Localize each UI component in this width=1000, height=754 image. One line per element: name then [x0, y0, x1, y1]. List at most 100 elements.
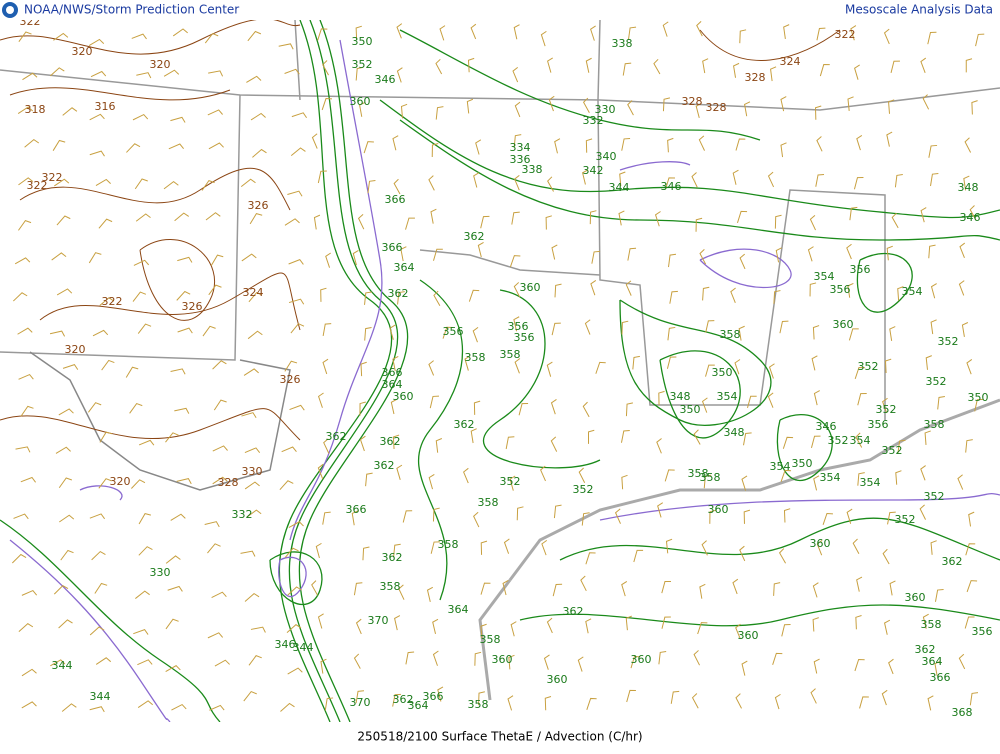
wind-barb	[812, 582, 819, 598]
wind-barb	[512, 66, 519, 83]
wind-barb	[393, 543, 401, 558]
wind-barb	[177, 256, 193, 263]
contour-label: 364	[448, 603, 469, 616]
wind-barb	[321, 98, 333, 111]
contour-label: 346	[661, 180, 682, 193]
wind-barb	[355, 690, 365, 704]
wind-barb	[176, 478, 192, 485]
wind-barb	[709, 509, 716, 524]
contour-label: 344	[609, 181, 630, 194]
wind-barb	[856, 576, 863, 592]
wind-barb	[665, 538, 673, 554]
wind-barb	[545, 215, 552, 230]
wind-barb	[428, 360, 435, 376]
contour-label: 340	[596, 150, 617, 163]
wind-barb	[138, 439, 155, 446]
wind-barb	[513, 282, 521, 298]
wind-barb	[705, 320, 715, 333]
wind-barb	[209, 704, 225, 711]
wind-barb	[552, 583, 563, 597]
contour-label: 324	[243, 286, 264, 299]
wind-barb	[705, 364, 715, 377]
wind-barb	[627, 247, 637, 261]
wind-barb	[362, 546, 370, 561]
wind-barb	[252, 148, 267, 158]
wind-barb	[17, 106, 34, 114]
wind-barb	[550, 436, 558, 452]
wind-barb	[322, 60, 329, 76]
wind-barb	[208, 142, 224, 150]
wind-barb	[49, 330, 66, 337]
wind-barb	[554, 283, 562, 298]
footer-bar	[0, 722, 1000, 750]
contour-label: 356	[972, 625, 993, 638]
header-left: NOAA/NWS/Storm Prediction Center	[24, 3, 239, 17]
wind-barb	[475, 139, 482, 155]
wind-barb	[353, 582, 363, 596]
wind-barb	[773, 582, 781, 596]
wind-barb	[778, 548, 787, 564]
wind-barb	[279, 480, 294, 491]
wind-barb	[89, 150, 105, 157]
wind-barb	[546, 617, 553, 634]
contour-label: 358	[380, 580, 401, 593]
wind-barb	[627, 26, 637, 40]
wind-barb	[772, 652, 783, 665]
wind-barb	[502, 579, 509, 596]
contour-label: 338	[522, 163, 543, 176]
wind-barb	[813, 658, 820, 674]
wind-barb	[809, 214, 817, 231]
wind-barb	[702, 58, 709, 74]
wind-barb	[889, 580, 896, 596]
wind-barb	[280, 702, 295, 712]
border	[0, 69, 1000, 111]
contour-label: 360	[833, 318, 854, 331]
contour-label: 344	[90, 690, 111, 703]
wind-barb	[581, 512, 590, 526]
wind-barb	[351, 510, 358, 526]
wind-barb	[281, 446, 297, 453]
contour-label: 352	[573, 483, 594, 496]
contour-label: 328	[706, 101, 727, 114]
wind-barb	[284, 68, 300, 75]
contour-label: 370	[350, 696, 371, 709]
wind-barb	[846, 243, 852, 260]
wind-barb	[698, 135, 705, 151]
wind-barb	[883, 619, 891, 635]
contour-label: 354	[820, 471, 841, 484]
contour-label: 352	[882, 444, 903, 457]
wind-barb	[95, 178, 111, 187]
wind-barb	[212, 476, 228, 485]
wind-barb	[622, 62, 632, 76]
wind-barb	[311, 133, 318, 149]
contour-label: 318	[25, 103, 46, 116]
wind-barb	[514, 358, 521, 374]
wind-barb	[930, 540, 937, 555]
wind-barb	[163, 180, 179, 190]
contour-label: 352	[876, 403, 897, 416]
contour-label: 358	[700, 471, 721, 484]
wind-barb	[320, 287, 327, 302]
wind-barb	[61, 703, 77, 712]
wind-barb	[56, 215, 71, 226]
contour-label: 356	[443, 325, 464, 338]
wind-barb	[243, 690, 257, 702]
contour-label: 358	[500, 348, 521, 361]
wind-barb	[392, 434, 400, 450]
contour-label: 350	[792, 457, 813, 470]
wind-barb	[510, 621, 517, 637]
wind-barb	[693, 429, 701, 445]
wind-barb	[664, 177, 676, 190]
contour-label: 358	[465, 351, 486, 364]
wind-barb	[18, 177, 34, 186]
wind-barb	[857, 393, 867, 406]
wind-barb	[884, 358, 892, 374]
wind-barb	[780, 96, 787, 112]
wind-barb	[553, 504, 562, 519]
wind-barb	[540, 465, 546, 482]
contour-label: 326	[280, 373, 301, 386]
wind-barb	[773, 290, 781, 304]
wind-barb	[359, 101, 366, 117]
wind-barb	[774, 214, 782, 229]
wind-barb	[702, 286, 710, 301]
